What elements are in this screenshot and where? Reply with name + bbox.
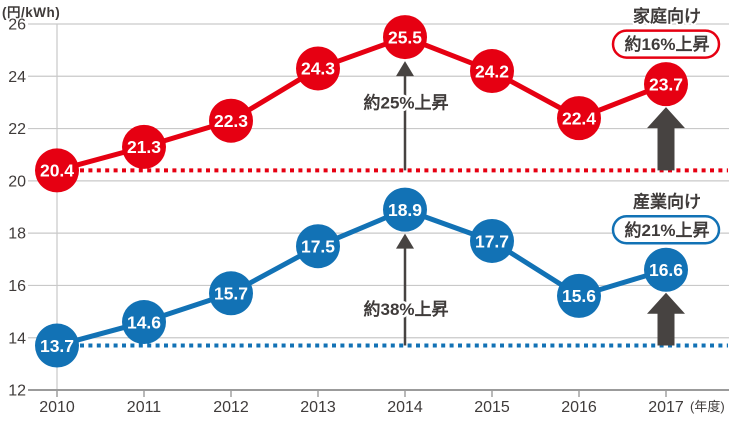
data-point — [122, 300, 166, 345]
data-point — [35, 148, 79, 193]
y-axis-unit-label: (円/kWh) — [2, 5, 61, 20]
data-point-label: 24.2 — [475, 61, 509, 81]
x-tick-label: 2016 — [561, 399, 597, 416]
data-point-label: 22.4 — [562, 108, 596, 128]
data-point-label: 16.6 — [649, 260, 683, 280]
data-point — [209, 271, 253, 316]
data-point-label: 15.6 — [562, 286, 596, 306]
data-point — [470, 218, 514, 263]
data-point-label: 17.7 — [475, 231, 509, 251]
legend-title: 家庭向け — [633, 6, 701, 26]
y-tick-label: 16 — [8, 278, 26, 295]
data-point-label: 21.3 — [127, 137, 161, 157]
data-point — [644, 247, 688, 292]
legend-pill-label: 約16%上昇 — [624, 34, 709, 54]
data-point — [122, 124, 166, 169]
data-point-label: 22.3 — [214, 111, 248, 131]
data-point-label: 15.7 — [214, 284, 248, 304]
data-point-label: 17.5 — [301, 237, 335, 257]
y-tick-label: 20 — [8, 173, 26, 190]
legend-pill-label: 約21%上昇 — [624, 220, 709, 240]
x-tick-label: 2015 — [474, 399, 510, 416]
legend-pill — [611, 29, 721, 59]
data-point — [209, 98, 253, 143]
legend-pill — [611, 214, 721, 245]
data-point — [35, 323, 79, 368]
x-tick-label: 2013 — [300, 399, 336, 416]
data-point — [470, 49, 514, 94]
data-point-label: 14.6 — [127, 312, 161, 332]
y-tick-label: 12 — [8, 383, 26, 400]
x-tick-label: 2010 — [39, 399, 75, 416]
x-tick-label: 2014 — [387, 399, 423, 416]
data-point — [296, 46, 340, 91]
thin-rise-arrow-head — [396, 61, 414, 77]
legend-title: 産業向け — [633, 192, 701, 212]
data-point — [557, 96, 601, 141]
x-tick-label: 2017 — [648, 399, 684, 416]
data-point — [296, 224, 340, 269]
data-point-label: 23.7 — [649, 74, 683, 94]
y-tick-label: 14 — [8, 330, 26, 347]
y-tick-label: 24 — [8, 69, 26, 86]
data-point-label: 18.9 — [388, 200, 422, 220]
data-point-label: 13.7 — [40, 336, 74, 356]
thin-rise-arrow-head — [396, 233, 414, 249]
x-tick-label: 2011 — [127, 399, 162, 416]
thick-rise-arrow — [647, 107, 685, 171]
data-point — [644, 62, 688, 107]
y-tick-label: 26 — [8, 17, 26, 34]
rise-annotation-label: 約25%上昇 — [363, 92, 448, 112]
thick-rise-arrow — [647, 292, 685, 346]
y-tick-label: 22 — [8, 121, 26, 138]
data-point — [383, 187, 427, 232]
x-tick-label: 2012 — [213, 399, 249, 416]
data-point-label: 25.5 — [388, 27, 422, 47]
data-point — [557, 273, 601, 318]
x-axis-suffix: (年度) — [690, 399, 725, 414]
data-point-label: 20.4 — [40, 161, 74, 181]
data-point — [383, 15, 427, 60]
y-tick-label: 18 — [8, 226, 26, 243]
rise-annotation-label: 約38%上昇 — [363, 299, 448, 319]
data-point-label: 24.3 — [301, 59, 335, 79]
